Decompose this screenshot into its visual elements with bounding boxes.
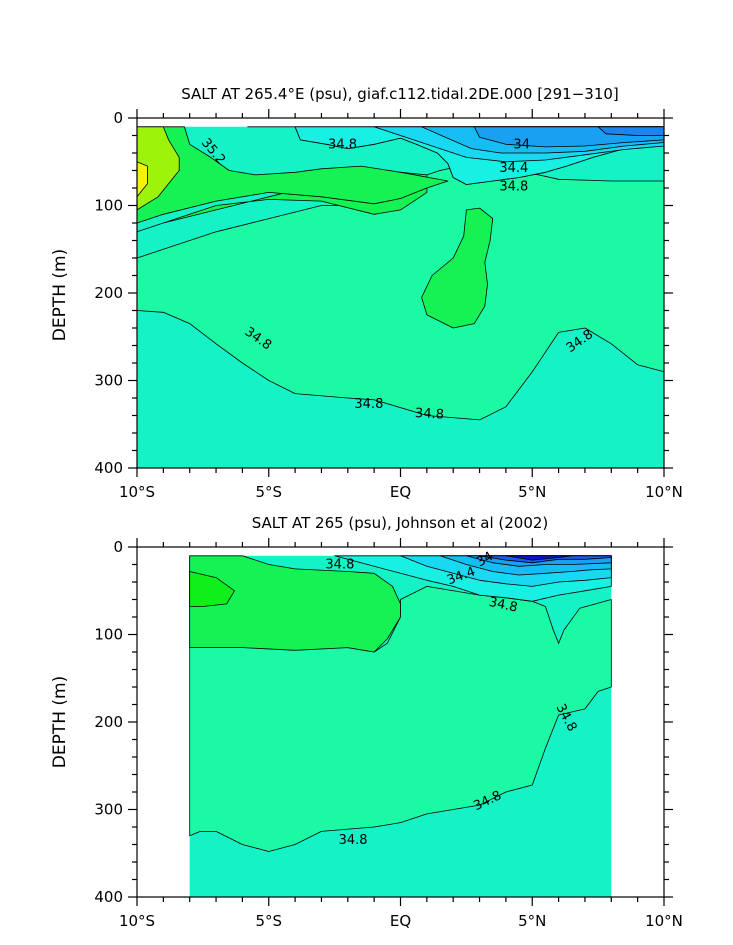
top-y-axis-label: DEPTH (m): [50, 249, 70, 341]
salinity-region-35-2: [136, 126, 180, 211]
bottom-salinity-panel: SALT AT 265 (psu), Johnson et al (2002) …: [50, 514, 683, 930]
contour-label: 34.8: [499, 179, 528, 194]
y-tick-label: 100: [94, 626, 123, 644]
salinity-region-33-6: [479, 555, 612, 564]
y-tick-label: 300: [94, 801, 123, 819]
y-tick-label: 400: [94, 459, 123, 477]
x-tick-label: 5°N: [518, 483, 546, 501]
salinity-region-35-2: [189, 571, 235, 607]
y-tick-label: 300: [94, 372, 123, 390]
x-tick-label: EQ: [390, 483, 411, 501]
contour-label: 34.8: [354, 397, 383, 412]
top-axis-ticks: 10°S 5°S EQ 5°N 10°N 0 100 200 300 400: [94, 109, 683, 501]
contour-label: 34: [513, 137, 530, 152]
bottom-contour-fills: [189, 555, 612, 897]
x-tick-label: 5°S: [255, 912, 282, 930]
x-tick-label: 10°N: [645, 483, 683, 501]
y-tick-label: 200: [94, 284, 123, 302]
salinity-region-35: [421, 207, 494, 329]
bottom-panel-title: SALT AT 265 (psu), Johnson et al (2002): [252, 514, 549, 532]
contour-label: 34.8: [328, 137, 357, 152]
y-tick-label: 400: [94, 888, 123, 906]
contour-label: 34.8: [325, 558, 354, 573]
salinity-region-34-8: [189, 555, 612, 852]
y-tick-label: 0: [113, 109, 123, 127]
x-tick-label: 10°S: [119, 912, 155, 930]
contour-label: 34: [474, 549, 496, 570]
contour-label: 34.8: [415, 406, 445, 422]
x-tick-label: 10°N: [645, 912, 683, 930]
bottom-y-axis-label: DEPTH (m): [50, 676, 70, 768]
salinity-region-35: [189, 555, 401, 653]
x-tick-label: 5°N: [518, 912, 546, 930]
y-tick-label: 200: [94, 713, 123, 731]
contour-label: 34.8: [487, 595, 518, 616]
x-tick-label: 5°S: [255, 483, 282, 501]
top-panel-title: SALT AT 265.4°E (psu), giaf.c112.tidal.2…: [181, 85, 619, 103]
top-contour-fills: [136, 126, 665, 468]
y-tick-label: 0: [113, 538, 123, 556]
salinity-region-35: [136, 126, 449, 224]
bottom-axis-ticks: 10°S 5°S EQ 5°N 10°N 0 100 200 300 400: [94, 538, 683, 930]
x-tick-label: 10°S: [119, 483, 155, 501]
contour-label: 34.4: [499, 161, 528, 176]
salinity-region-33-2: [505, 555, 573, 561]
x-tick-label: EQ: [390, 912, 411, 930]
y-tick-label: 100: [94, 197, 123, 215]
top-salinity-panel: SALT AT 265.4°E (psu), giaf.c112.tidal.2…: [50, 85, 683, 501]
contour-label: 34.8: [339, 833, 368, 848]
salinity-region-33-8: [597, 126, 665, 136]
